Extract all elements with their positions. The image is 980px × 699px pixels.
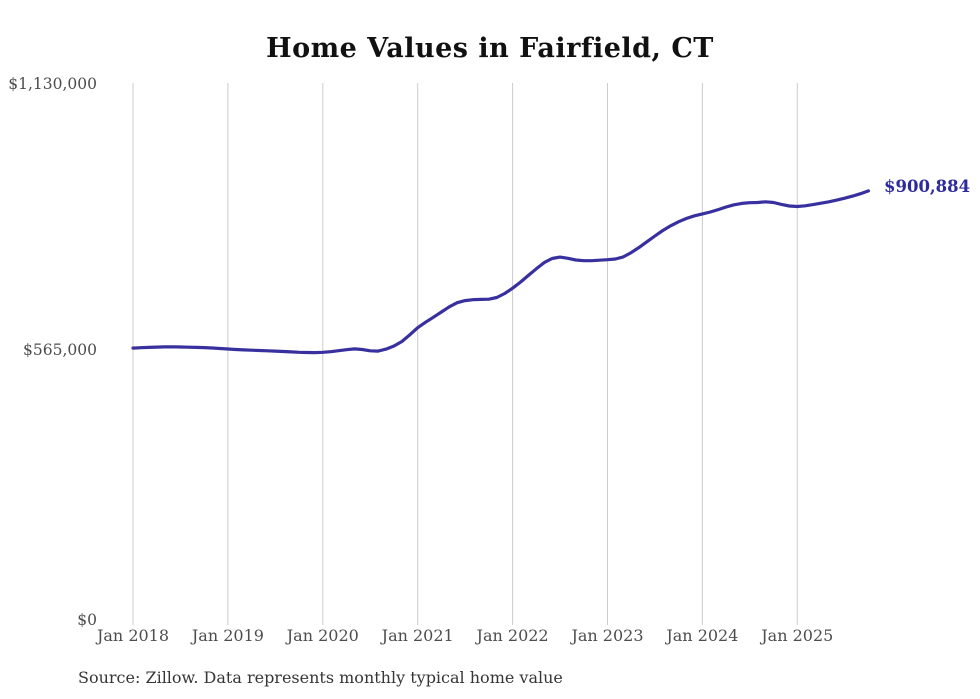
x-tick-label: Jan 2019: [191, 626, 264, 645]
y-axis-tick-label-top: $1,130,000: [8, 75, 97, 93]
x-tick-label: Jan 2018: [96, 626, 170, 645]
latest-value-label: $900,884: [884, 177, 971, 196]
chart-title: Home Values in Fairfield, CT: [266, 33, 714, 64]
vertical-gridlines: [132, 83, 798, 625]
y-axis-tick-label-middle: $565,000: [23, 341, 97, 359]
source-note: Source: Zillow. Data represents monthly …: [78, 668, 563, 687]
home-value-line: [131, 189, 870, 355]
x-tick-label: Jan 2024: [666, 626, 739, 645]
x-tick-label: Jan 2020: [286, 626, 359, 645]
y-axis-tick-label-zero: $0: [77, 611, 97, 629]
x-tick-label: Jan 2022: [476, 626, 549, 645]
x-tick-label: Jan 2025: [761, 626, 834, 645]
x-tick-label: Jan 2023: [571, 626, 644, 645]
x-tick-label: Jan 2021: [381, 626, 454, 645]
